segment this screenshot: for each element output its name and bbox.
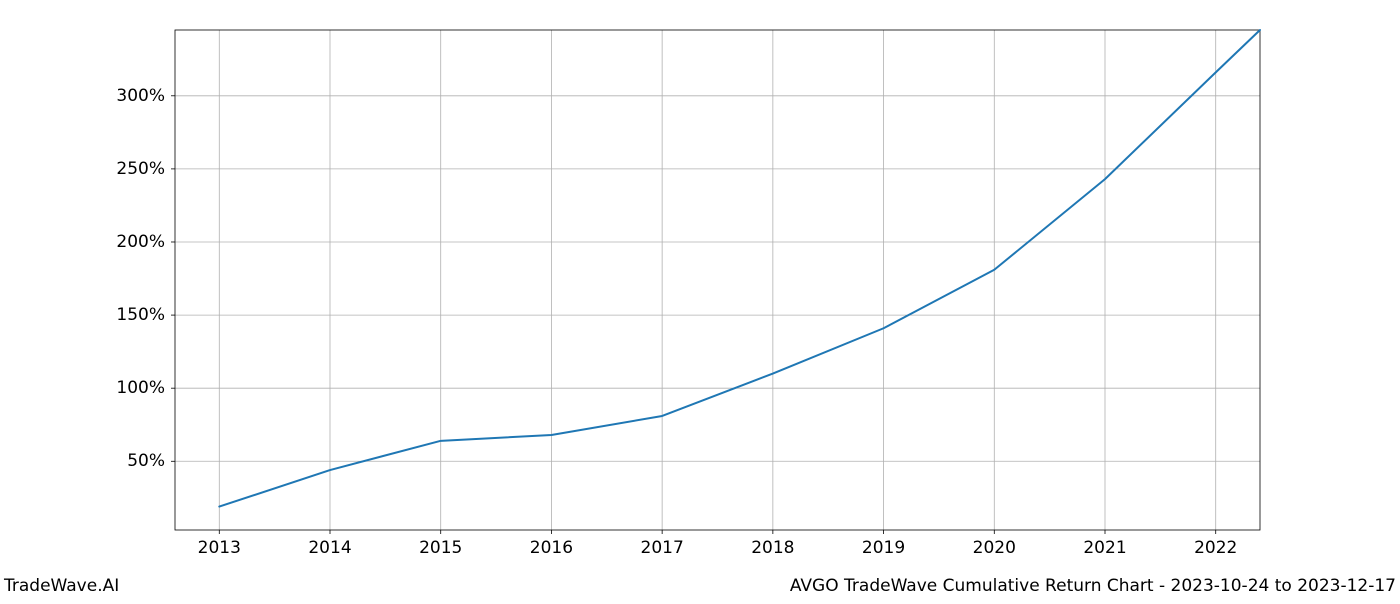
y-tick-label: 300% [116, 86, 165, 106]
y-tick-label: 50% [127, 451, 165, 471]
y-tick-label: 250% [116, 159, 165, 179]
x-tick-label: 2017 [641, 538, 684, 558]
y-tick-label: 100% [116, 378, 165, 398]
x-tick-label: 2018 [751, 538, 794, 558]
x-tick-label: 2015 [419, 538, 462, 558]
chart-container: 2013 2014 2015 2016 2017 2018 2019 2020 2021 2022… [0, 0, 1400, 600]
x-tick-label: 2013 [198, 538, 241, 558]
x-tick-label: 2014 [308, 538, 351, 558]
x-tick-label: 2016 [530, 538, 573, 558]
x-tick-label: 2020 [973, 538, 1016, 558]
line-chart [0, 0, 1400, 600]
y-tick-label: 150% [116, 305, 165, 325]
y-tick-label: 200% [116, 232, 165, 252]
x-tick-label: 2019 [862, 538, 905, 558]
footer-right-text: AVGO TradeWave Cumulative Return Chart -… [790, 576, 1396, 596]
x-tick-label: 2022 [1194, 538, 1237, 558]
x-tick-label: 2021 [1083, 538, 1126, 558]
footer-left-text: TradeWave.AI [4, 576, 119, 596]
